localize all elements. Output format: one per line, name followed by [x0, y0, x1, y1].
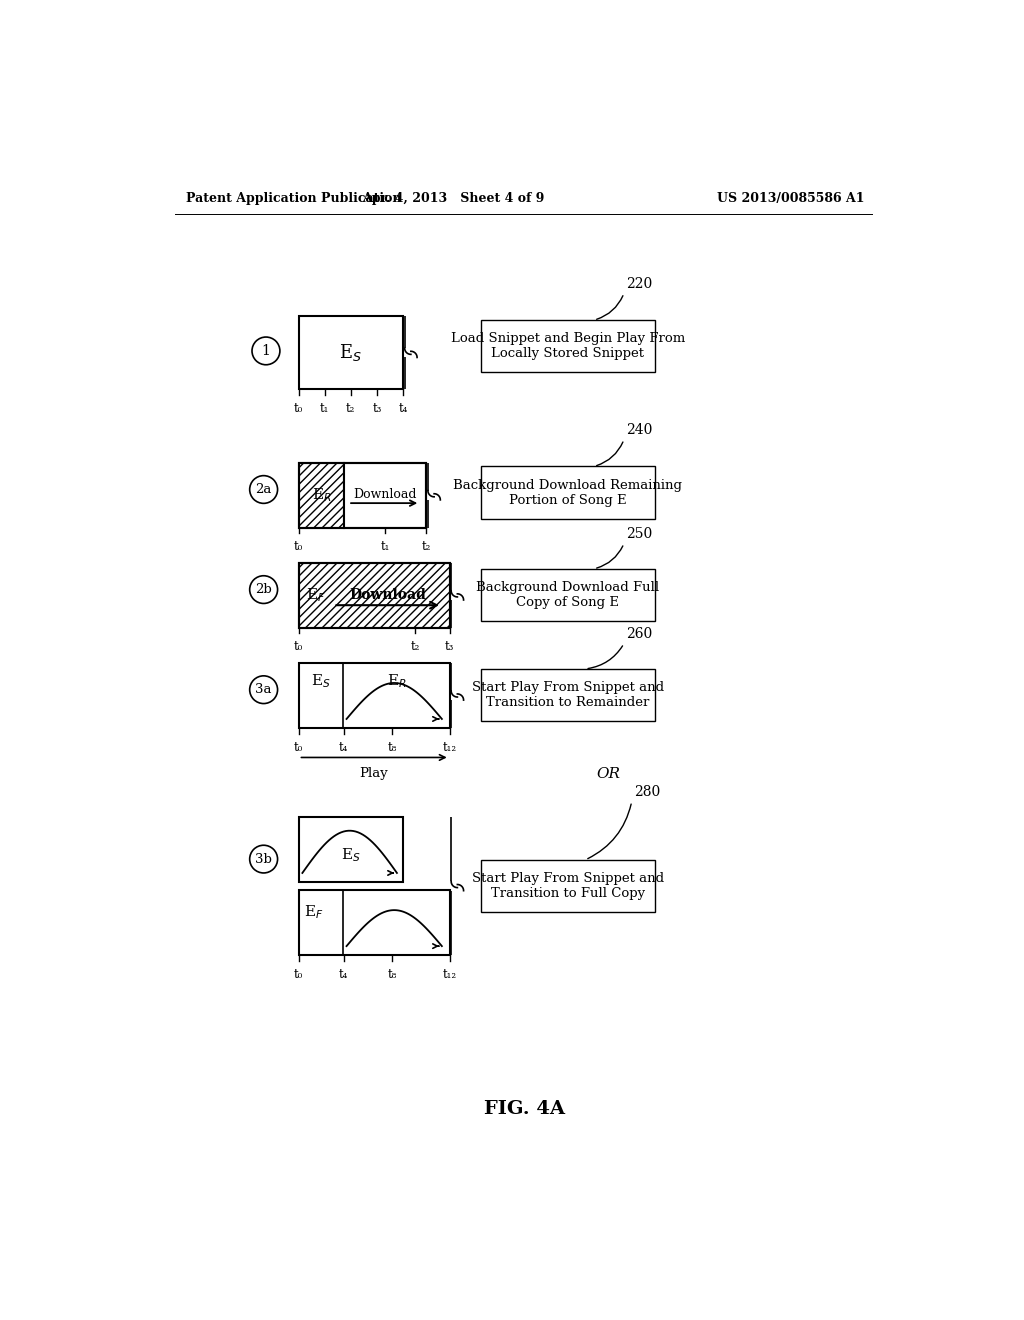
Text: Play: Play	[359, 767, 388, 780]
Text: 250: 250	[627, 527, 652, 541]
Bar	[299, 562, 450, 628]
Text: t₂: t₂	[422, 540, 431, 553]
Text: 2b: 2b	[255, 583, 272, 597]
Text: E$_R$: E$_R$	[311, 487, 331, 504]
Bar	[299, 890, 450, 956]
Text: FIG. 4A: FIG. 4A	[484, 1101, 565, 1118]
Text: t₀: t₀	[294, 540, 303, 553]
Text: E$_S$: E$_S$	[311, 672, 331, 689]
Text: 3b: 3b	[255, 853, 272, 866]
Bar	[480, 669, 655, 721]
Text: 3a: 3a	[255, 684, 272, 696]
Text: t₄: t₄	[339, 741, 348, 754]
Text: OR: OR	[597, 767, 621, 781]
Text: Background Download Remaining
Portion of Song E: Background Download Remaining Portion of…	[454, 479, 682, 507]
Text: t₀: t₀	[294, 741, 303, 754]
Text: t₁: t₁	[381, 540, 390, 553]
Text: E$_F$: E$_F$	[306, 586, 326, 605]
Text: t₁₂: t₁₂	[442, 968, 457, 981]
Text: 260: 260	[627, 627, 652, 642]
Text: t₁₂: t₁₂	[442, 741, 457, 754]
Bar	[344, 462, 426, 528]
Bar	[480, 466, 655, 519]
Text: t₁: t₁	[319, 401, 330, 414]
Bar	[299, 462, 344, 528]
Text: t₃: t₃	[445, 640, 455, 653]
Bar	[299, 663, 450, 729]
Text: t₂: t₂	[411, 640, 420, 653]
Text: E$_F$: E$_F$	[304, 904, 324, 921]
Bar	[299, 562, 450, 628]
Bar	[299, 317, 403, 389]
Text: t₀: t₀	[294, 968, 303, 981]
Text: t₈: t₈	[387, 968, 397, 981]
Bar	[480, 321, 655, 372]
Text: Patent Application Publication: Patent Application Publication	[186, 191, 401, 205]
Bar	[299, 462, 344, 528]
Bar	[299, 817, 403, 882]
Text: Background Download Full
Copy of Song E: Background Download Full Copy of Song E	[476, 581, 659, 609]
Text: E$_S$: E$_S$	[339, 342, 362, 363]
Text: t₀: t₀	[294, 640, 303, 653]
Text: t₄: t₄	[339, 968, 348, 981]
Text: t₃: t₃	[373, 401, 382, 414]
Text: E$_R$: E$_R$	[387, 672, 407, 689]
Text: t₈: t₈	[387, 741, 397, 754]
Text: 1: 1	[261, 345, 270, 358]
Text: Apr. 4, 2013   Sheet 4 of 9: Apr. 4, 2013 Sheet 4 of 9	[362, 191, 545, 205]
Text: Download: Download	[349, 589, 426, 602]
Text: 280: 280	[634, 785, 660, 799]
Text: 220: 220	[627, 277, 652, 290]
Bar	[299, 562, 450, 628]
Bar	[299, 462, 426, 528]
Bar	[480, 569, 655, 622]
Text: Start Play From Snippet and
Transition to Remainder: Start Play From Snippet and Transition t…	[472, 681, 664, 709]
Text: t₄: t₄	[398, 401, 408, 414]
Text: US 2013/0085586 A1: US 2013/0085586 A1	[717, 191, 864, 205]
Bar	[480, 859, 655, 912]
Text: Load Snippet and Begin Play From
Locally Stored Snippet: Load Snippet and Begin Play From Locally…	[451, 333, 685, 360]
Text: E$_S$: E$_S$	[341, 847, 360, 865]
Text: Start Play From Snippet and
Transition to Full Copy: Start Play From Snippet and Transition t…	[472, 873, 664, 900]
Text: t₀: t₀	[294, 401, 303, 414]
Text: Download: Download	[353, 488, 417, 502]
Text: 240: 240	[627, 424, 652, 437]
Text: 2a: 2a	[255, 483, 271, 496]
Text: t₂: t₂	[346, 401, 355, 414]
